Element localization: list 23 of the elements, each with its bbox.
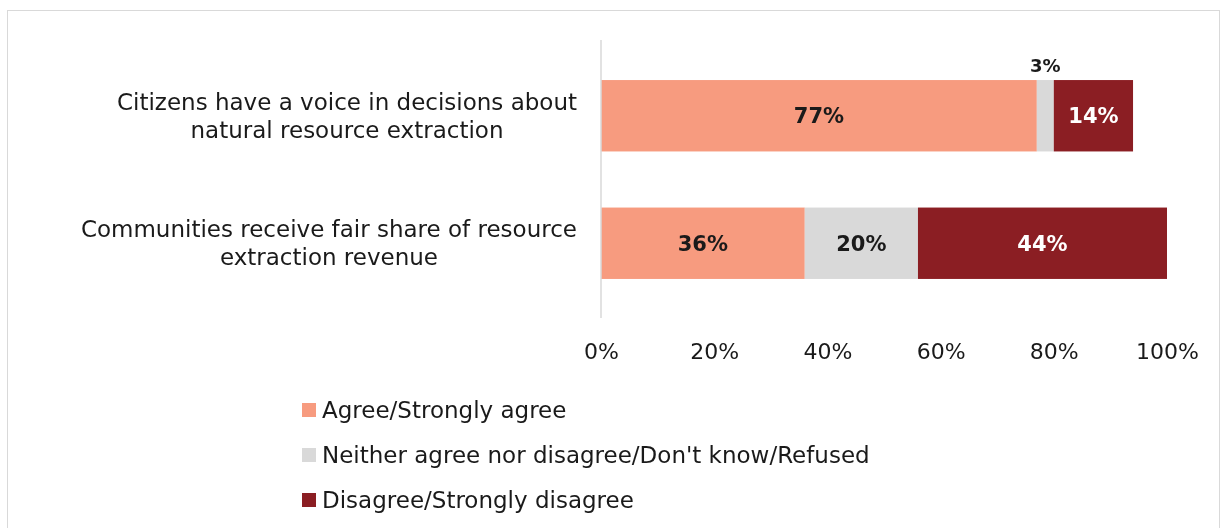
legend-label: Disagree/Strongly disagree (322, 487, 634, 514)
bar (1036, 80, 1054, 152)
bar (804, 207, 918, 279)
bar (1053, 80, 1134, 152)
x-tick-label: 100% (1136, 338, 1199, 364)
data-label: 44% (1017, 231, 1068, 256)
legend-label: Agree/Strongly agree (322, 397, 567, 424)
bar (917, 207, 1167, 279)
data-label: 14% (1068, 104, 1119, 129)
bar (601, 207, 805, 279)
data-label: 36% (677, 231, 729, 256)
y-tick-label: Communities receive fair share of resource extraction revenue (80, 216, 577, 271)
data-label: 77% (793, 104, 845, 129)
x-tick-label: 40% (803, 338, 853, 364)
legend-label: Neither agree nor disagree/Don't know/Refused (322, 442, 870, 469)
bar (601, 80, 1037, 152)
x-tick-label: 80% (1029, 338, 1079, 364)
data-label: 20% (836, 231, 887, 256)
data-label: 3% (1030, 55, 1061, 77)
x-tick-label: 0% (584, 338, 619, 364)
y-tick-label: Citizens have a voice in decisions about natural resource extraction (116, 88, 577, 143)
x-tick-label: 60% (916, 338, 966, 364)
x-tick-label: 20% (690, 338, 740, 364)
